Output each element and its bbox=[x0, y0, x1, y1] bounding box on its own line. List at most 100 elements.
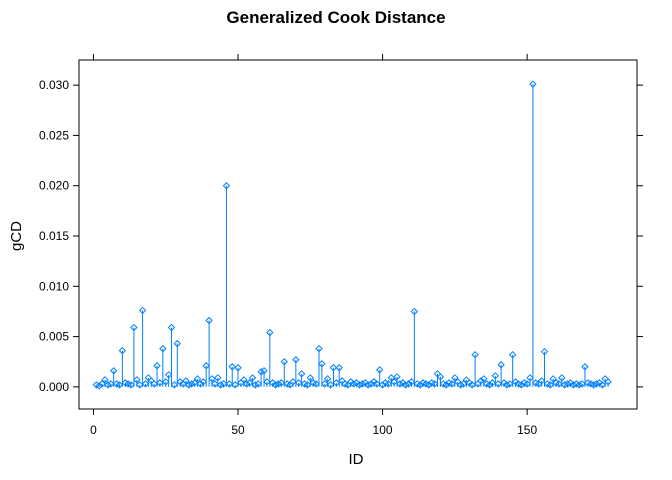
y-axis: 0.000 0.005 0.010 0.015 0.020 0.025 0.030 bbox=[39, 78, 643, 394]
x-axis: 0 50 100 150 bbox=[90, 54, 537, 437]
data-point bbox=[459, 380, 468, 388]
data-point bbox=[407, 378, 416, 386]
data-point bbox=[323, 375, 332, 383]
data-point bbox=[555, 380, 563, 388]
data-point bbox=[442, 381, 450, 389]
data-point bbox=[318, 360, 326, 368]
data-point bbox=[558, 374, 566, 382]
data-point bbox=[355, 381, 364, 389]
data-point bbox=[589, 381, 598, 389]
data-point bbox=[107, 380, 115, 388]
data-point bbox=[430, 380, 439, 388]
data-point bbox=[358, 380, 367, 388]
data-point bbox=[563, 380, 572, 388]
data-point bbox=[141, 380, 150, 388]
data-point bbox=[292, 356, 300, 364]
data-point bbox=[202, 362, 210, 370]
data-point bbox=[321, 380, 329, 388]
data-point bbox=[436, 373, 445, 381]
data-point bbox=[387, 374, 395, 382]
data-point bbox=[517, 381, 526, 389]
data-point bbox=[280, 358, 288, 366]
data-point bbox=[537, 377, 546, 385]
data-point bbox=[219, 380, 228, 388]
data-point bbox=[225, 380, 234, 388]
data-point bbox=[375, 366, 384, 374]
data-point bbox=[561, 381, 569, 389]
data-point bbox=[335, 364, 343, 372]
plot-frame bbox=[78, 59, 638, 410]
y-tick-label: 0.005 bbox=[39, 330, 69, 344]
data-point bbox=[465, 379, 474, 387]
data-point bbox=[130, 323, 138, 332]
data-point bbox=[297, 370, 306, 378]
data-point bbox=[182, 377, 190, 385]
data-point bbox=[370, 378, 378, 386]
y-tick-label: 0.030 bbox=[39, 78, 69, 92]
data-point bbox=[578, 380, 586, 388]
data-point bbox=[581, 363, 589, 371]
data-point bbox=[485, 381, 494, 389]
data-point bbox=[329, 364, 338, 372]
data-point bbox=[549, 375, 557, 383]
data-point bbox=[199, 378, 208, 386]
data-point bbox=[240, 376, 248, 384]
data-point bbox=[127, 381, 135, 389]
data-point bbox=[173, 339, 182, 348]
data-points bbox=[92, 80, 612, 390]
data-point bbox=[540, 347, 549, 356]
data-point bbox=[245, 379, 254, 387]
data-point bbox=[508, 350, 517, 359]
data-point bbox=[274, 380, 283, 388]
data-point bbox=[260, 367, 268, 375]
data-point bbox=[349, 380, 358, 388]
x-tick-label: 0 bbox=[90, 423, 97, 437]
data-point bbox=[401, 381, 410, 389]
data-point bbox=[361, 379, 369, 387]
chart-title: Generalized Cook Distance bbox=[226, 8, 445, 27]
data-point bbox=[271, 381, 280, 389]
data-point bbox=[471, 350, 479, 359]
data-point bbox=[303, 381, 312, 389]
data-point bbox=[115, 381, 124, 389]
data-point bbox=[506, 380, 514, 388]
data-point bbox=[598, 381, 607, 389]
data-point bbox=[468, 381, 476, 389]
data-point bbox=[569, 381, 578, 389]
x-tick-label: 150 bbox=[517, 423, 537, 437]
data-point bbox=[95, 382, 103, 390]
data-point bbox=[98, 380, 106, 388]
data-point bbox=[153, 362, 161, 370]
data-point bbox=[257, 368, 265, 376]
data-point bbox=[231, 381, 239, 389]
data-point bbox=[211, 380, 219, 388]
data-point bbox=[373, 380, 381, 388]
data-point bbox=[193, 375, 202, 383]
data-point bbox=[251, 381, 260, 389]
data-point bbox=[364, 381, 372, 389]
x-tick-label: 50 bbox=[231, 423, 245, 437]
data-point bbox=[170, 381, 179, 389]
data-point bbox=[136, 381, 144, 389]
data-point bbox=[491, 372, 500, 380]
data-point bbox=[109, 367, 118, 375]
data-point bbox=[399, 379, 407, 387]
data-point bbox=[138, 306, 147, 315]
data-point bbox=[546, 381, 554, 389]
data-point bbox=[595, 379, 604, 387]
y-tick-label: 0.025 bbox=[39, 128, 69, 142]
data-point bbox=[167, 323, 176, 332]
y-tick-label: 0.015 bbox=[39, 229, 69, 243]
data-point bbox=[222, 182, 231, 190]
data-point bbox=[448, 380, 456, 388]
data-point bbox=[164, 371, 173, 379]
data-point bbox=[242, 380, 251, 388]
data-point bbox=[500, 379, 508, 387]
data-point bbox=[104, 381, 112, 389]
data-point bbox=[188, 380, 196, 388]
data-point bbox=[315, 344, 323, 353]
data-point bbox=[214, 374, 222, 382]
data-point bbox=[159, 344, 167, 353]
y-tick-label: 0.020 bbox=[39, 179, 69, 193]
data-point bbox=[451, 374, 459, 382]
